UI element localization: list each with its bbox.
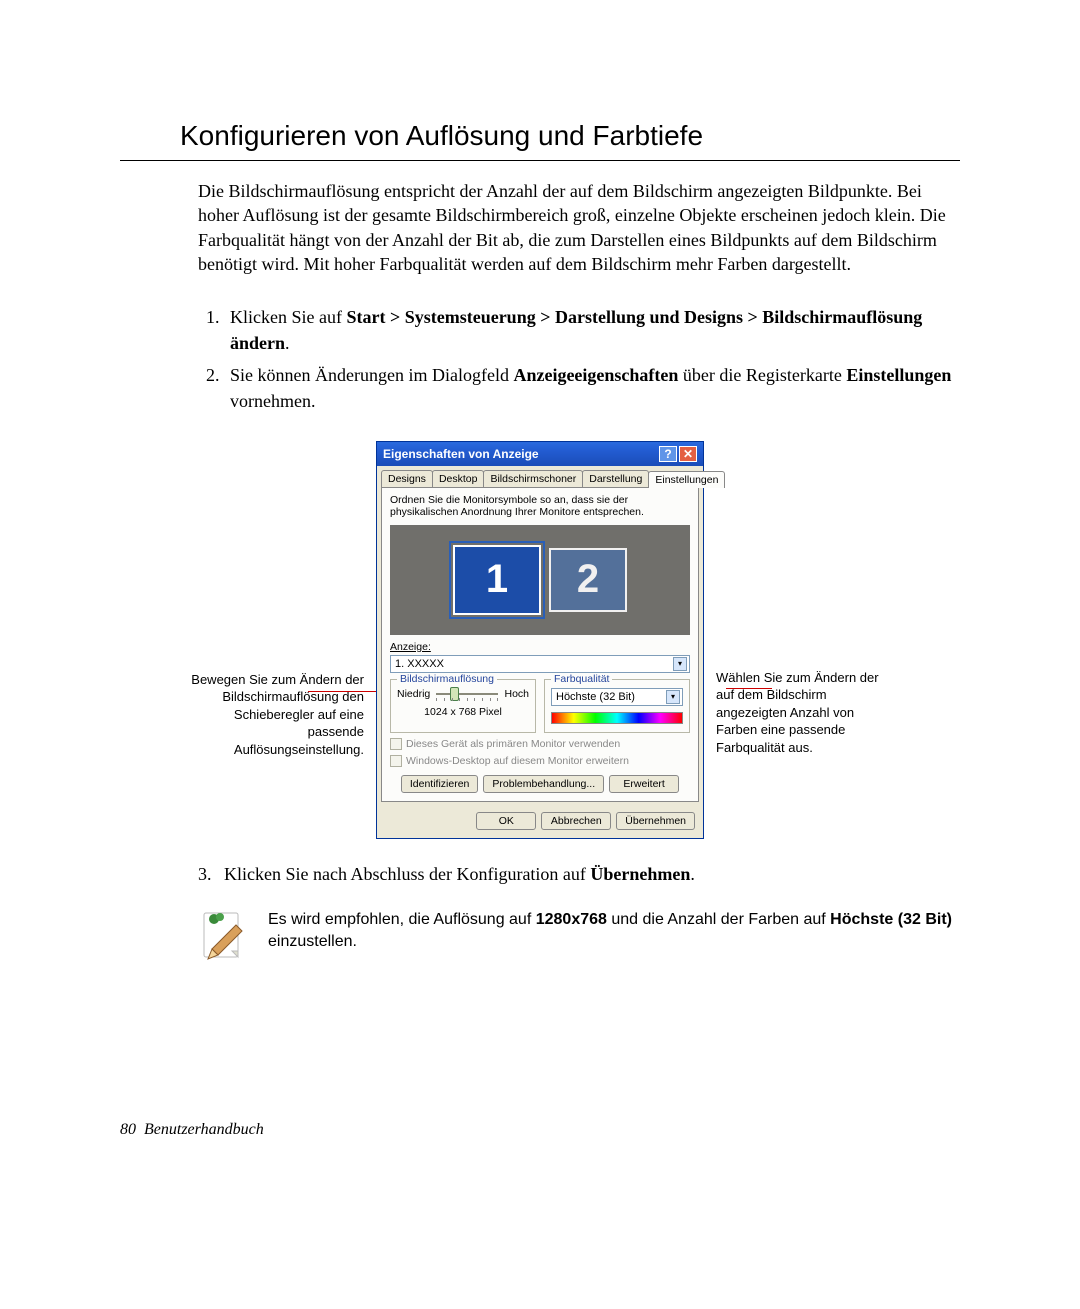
display-dropdown-value: 1. XXXXX — [395, 658, 444, 670]
chevron-down-icon: ▾ — [666, 690, 680, 704]
note-mid: und die Anzahl der Farben auf — [607, 911, 830, 928]
step-2: Sie können Änderungen im Dialogfeld Anze… — [224, 362, 960, 414]
resolution-slider[interactable] — [436, 686, 498, 702]
monitor-2[interactable]: 2 — [549, 548, 627, 612]
footer-label: Benutzerhandbuch — [144, 1121, 264, 1138]
color-quality-dropdown[interactable]: Höchste (32 Bit) ▾ — [551, 688, 683, 706]
display-properties-dialog: Eigenschaften von Anzeige ? ✕ Designs De… — [376, 441, 704, 839]
step2-b1: Anzeigeeigenschaften — [513, 365, 678, 385]
tab-appearance[interactable]: Darstellung — [582, 470, 649, 487]
step2-mid: über die Registerkarte — [678, 365, 846, 385]
tab-screensaver[interactable]: Bildschirmschoner — [483, 470, 583, 487]
section-title: Konfigurieren von Auflösung und Farbtief… — [180, 120, 960, 152]
resolution-legend: Bildschirmauflösung — [397, 673, 497, 685]
slider-low-label: Niedrig — [397, 688, 430, 700]
checkbox-icon — [390, 738, 402, 750]
primary-monitor-checkbox-row[interactable]: Dieses Gerät als primären Monitor verwen… — [390, 738, 690, 750]
figure-row: Bewegen Sie zum Ändern der Bildschirmauf… — [120, 441, 960, 839]
identify-button[interactable]: Identifizieren — [401, 775, 479, 793]
step-3: Klicken Sie nach Abschluss der Konfigura… — [198, 861, 960, 887]
checkbox-icon — [390, 755, 402, 767]
section-rule — [120, 160, 960, 161]
tab-designs[interactable]: Designs — [381, 470, 433, 487]
note-b2: Höchste (32 Bit) — [830, 911, 952, 928]
quality-legend: Farbqualität — [551, 673, 612, 685]
extend-desktop-label: Windows-Desktop auf diesem Monitor erwei… — [406, 755, 629, 767]
apply-button[interactable]: Übernehmen — [616, 812, 695, 830]
primary-monitor-label: Dieses Gerät als primären Monitor verwen… — [406, 738, 620, 750]
extend-desktop-checkbox-row[interactable]: Windows-Desktop auf diesem Monitor erwei… — [390, 755, 690, 767]
step1-post: . — [285, 333, 290, 353]
note-pre: Es wird empfohlen, die Auflösung auf — [268, 911, 536, 928]
slider-high-label: Hoch — [504, 688, 529, 700]
resolution-value: 1024 x 768 Pixel — [397, 706, 529, 718]
arrange-instruction: Ordnen Sie die Monitorsymbole so an, das… — [390, 494, 690, 519]
callout-line-right — [726, 688, 772, 689]
step-1: Klicken Sie auf Start > Systemsteuerung … — [224, 304, 960, 356]
step2-post: vornehmen. — [230, 391, 315, 411]
settings-panel: Ordnen Sie die Monitorsymbole so an, das… — [381, 487, 699, 802]
resolution-group: Bildschirmauflösung Niedrig Hoch 1024 x … — [390, 679, 536, 733]
display-dropdown[interactable]: 1. XXXXX ▾ — [390, 655, 690, 673]
note-post: einzustellen. — [268, 933, 357, 950]
color-quality-value: Höchste (32 Bit) — [556, 691, 635, 703]
tab-desktop[interactable]: Desktop — [432, 470, 485, 487]
advanced-button[interactable]: Erweitert — [609, 775, 679, 793]
ok-button[interactable]: OK — [476, 812, 536, 830]
intro-paragraph: Die Bildschirmauflösung entspricht der A… — [198, 179, 960, 276]
dialog-title: Eigenschaften von Anzeige — [383, 447, 539, 461]
note-text: Es wird empfohlen, die Auflösung auf 128… — [268, 909, 960, 954]
help-button[interactable]: ? — [659, 446, 677, 462]
tab-settings[interactable]: Einstellungen — [648, 471, 725, 488]
step1-pre: Klicken Sie auf — [230, 307, 346, 327]
step3-pre: Klicken Sie nach Abschluss der Konfigura… — [224, 864, 590, 884]
tab-strip: Designs Desktop Bildschirmschoner Darste… — [377, 466, 703, 487]
step3-post: . — [690, 864, 695, 884]
anzeige-label: Anzeige: — [390, 641, 690, 653]
chevron-down-icon: ▾ — [673, 657, 687, 671]
step3-bold: Übernehmen — [590, 864, 690, 884]
callout-right: Wählen Sie zum Ändern der auf dem Bildsc… — [716, 441, 896, 757]
callout-left: Bewegen Sie zum Ändern der Bildschirmauf… — [184, 441, 364, 759]
note-icon — [198, 909, 250, 961]
note-row: Es wird empfohlen, die Auflösung auf 128… — [198, 909, 960, 961]
dialog-titlebar: Eigenschaften von Anzeige ? ✕ — [377, 442, 703, 466]
color-preview-bar — [551, 712, 683, 724]
troubleshoot-button[interactable]: Problembehandlung... — [483, 775, 604, 793]
cancel-button[interactable]: Abbrechen — [541, 812, 611, 830]
callout-line-left — [308, 691, 376, 692]
page-footer: 80 Benutzerhandbuch — [120, 1121, 264, 1139]
monitor-arrange-well[interactable]: 1 2 — [390, 525, 690, 635]
color-quality-group: Farbqualität Höchste (32 Bit) ▾ — [544, 679, 690, 733]
step2-b2: Einstellungen — [846, 365, 951, 385]
close-button[interactable]: ✕ — [679, 446, 697, 462]
note-b1: 1280x768 — [536, 911, 607, 928]
step2-pre: Sie können Änderungen im Dialogfeld — [230, 365, 513, 385]
page-number: 80 — [120, 1121, 136, 1138]
monitor-1[interactable]: 1 — [453, 545, 541, 615]
